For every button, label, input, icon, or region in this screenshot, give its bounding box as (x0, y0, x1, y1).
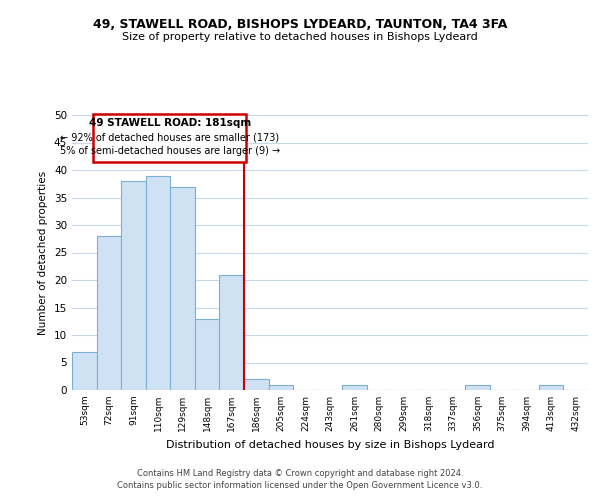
Text: ← 92% of detached houses are smaller (173): ← 92% of detached houses are smaller (17… (60, 132, 279, 142)
Bar (244, 379, 269, 390)
Bar (342, 384, 367, 390)
Bar (539, 384, 563, 390)
Bar (121, 181, 146, 390)
Y-axis label: Number of detached properties: Number of detached properties (38, 170, 49, 334)
Bar (170, 186, 195, 390)
Bar (220, 274, 244, 390)
Text: Contains HM Land Registry data © Crown copyright and database right 2024.: Contains HM Land Registry data © Crown c… (137, 468, 463, 477)
Bar (72, 352, 97, 390)
Bar (465, 384, 490, 390)
Bar (195, 318, 220, 390)
Text: Size of property relative to detached houses in Bishops Lydeard: Size of property relative to detached ho… (122, 32, 478, 42)
Text: Contains public sector information licensed under the Open Government Licence v3: Contains public sector information licen… (118, 481, 482, 490)
Text: 5% of semi-detached houses are larger (9) →: 5% of semi-detached houses are larger (9… (59, 146, 280, 156)
Bar (269, 384, 293, 390)
X-axis label: Distribution of detached houses by size in Bishops Lydeard: Distribution of detached houses by size … (166, 440, 494, 450)
Bar (97, 236, 121, 390)
Text: 49 STAWELL ROAD: 181sqm: 49 STAWELL ROAD: 181sqm (89, 118, 251, 128)
FancyBboxPatch shape (93, 114, 247, 162)
Bar (146, 176, 170, 390)
Text: 49, STAWELL ROAD, BISHOPS LYDEARD, TAUNTON, TA4 3FA: 49, STAWELL ROAD, BISHOPS LYDEARD, TAUNT… (93, 18, 507, 30)
